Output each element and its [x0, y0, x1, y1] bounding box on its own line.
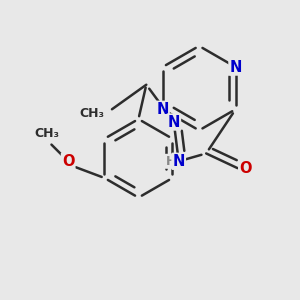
- Text: N: N: [168, 115, 180, 130]
- Text: N: N: [156, 102, 169, 117]
- Text: CH₃: CH₃: [79, 107, 104, 120]
- Text: O: O: [62, 154, 74, 169]
- Text: CH₃: CH₃: [34, 127, 59, 140]
- Text: O: O: [239, 161, 252, 176]
- Text: N: N: [172, 154, 185, 169]
- Text: N: N: [230, 60, 242, 75]
- Text: H: H: [166, 155, 176, 168]
